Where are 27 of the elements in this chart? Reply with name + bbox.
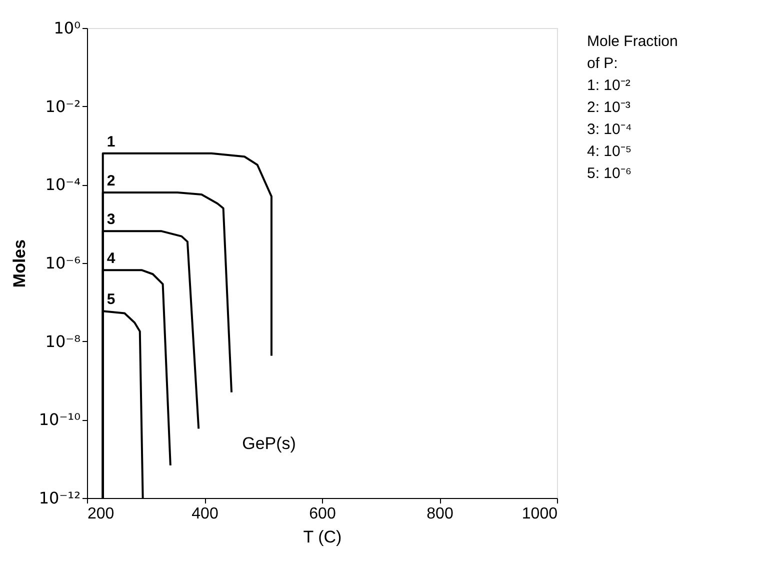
- y-tick-label: 10⁻⁸: [45, 332, 80, 351]
- y-tick-label: 10⁰: [54, 18, 80, 38]
- text: 2: 10⁻³: [587, 99, 630, 116]
- series-label: 4: [106, 250, 116, 268]
- text: 1: 10⁻²: [587, 77, 630, 94]
- y-axis-title: Moles: [10, 239, 29, 288]
- series-label: 5: [106, 291, 116, 308]
- annotation: GeP(s): [242, 434, 296, 453]
- x-axis-title: T (C): [303, 528, 342, 546]
- y-tick-label: 10⁻⁶: [45, 254, 80, 272]
- y-tick-label: 10⁻⁴: [45, 175, 80, 194]
- series-label: 3: [106, 211, 116, 228]
- text: Mole Fraction: [587, 33, 678, 50]
- text: 4: 10⁻⁵: [587, 143, 632, 160]
- y-tick-label: 10⁻²: [45, 96, 80, 116]
- series-label: 1: [106, 133, 116, 150]
- x-tick-label: 800: [426, 506, 454, 522]
- y-tick-label: 10⁻¹⁰: [38, 410, 80, 430]
- x-tick-label: 200: [88, 506, 114, 522]
- series-label: 2: [106, 172, 116, 190]
- text: of P:: [587, 55, 618, 72]
- x-tick-label: 600: [309, 506, 336, 522]
- text: 3: 10⁻⁴: [587, 121, 632, 138]
- x-tick-label: 1000: [522, 506, 558, 522]
- x-tick-label: 400: [192, 506, 218, 522]
- text: 5: 10⁻⁶: [587, 165, 632, 182]
- y-tick-label: 10⁻¹²: [38, 488, 80, 508]
